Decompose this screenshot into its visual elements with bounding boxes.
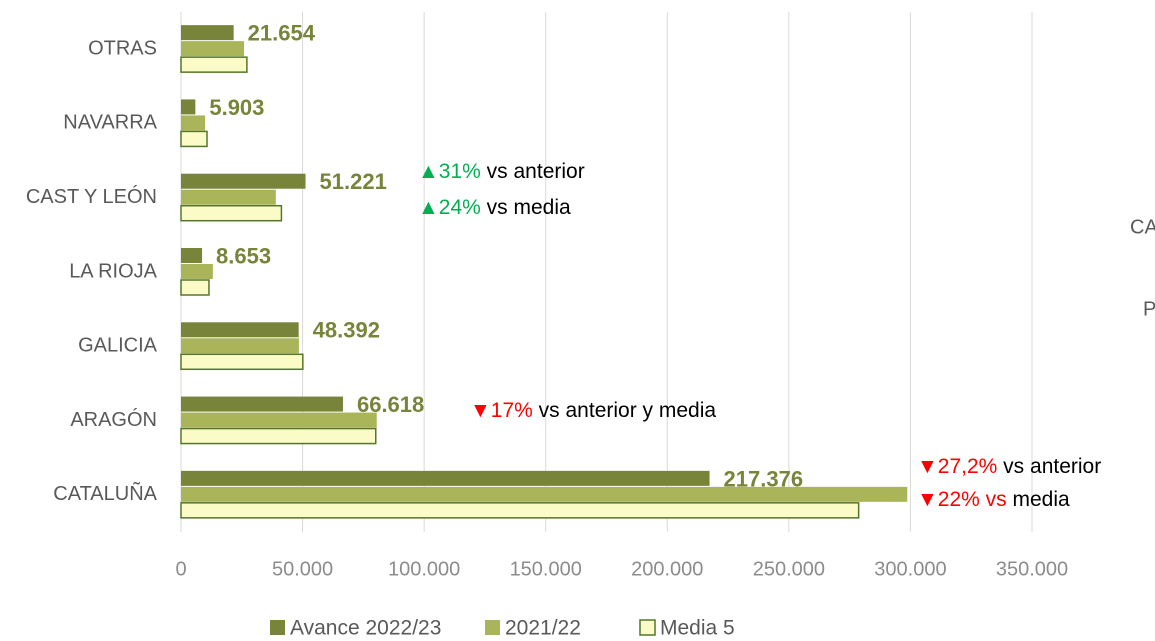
legend-swatch: [270, 620, 285, 635]
legend-label: 2021/22: [505, 617, 581, 640]
annotation-part: media: [1007, 488, 1070, 511]
x-tick-label: 350.000: [996, 558, 1068, 580]
bar: [181, 25, 234, 41]
annotation-part: vs media: [481, 196, 571, 219]
x-tick-label: 50.000: [272, 558, 333, 580]
category-label: GALICIA: [78, 335, 158, 357]
x-tick-label: 150.000: [510, 558, 582, 580]
category-label: CAST Y LEÓN: [26, 185, 157, 208]
bar: [181, 115, 206, 131]
bar: [181, 41, 244, 57]
annotation-part: vs anterior: [997, 455, 1101, 478]
annotation-part: ▼22% vs: [917, 488, 1007, 511]
annotation-part: ▼27,2%: [917, 455, 997, 478]
legend-swatch: [639, 619, 656, 636]
bar: [180, 204, 283, 222]
bar: [181, 248, 203, 263]
annotation: ▼27,2% vs anterior: [917, 455, 1101, 478]
annotation-part: ▲31%: [418, 160, 481, 183]
value-label: 21.654: [248, 21, 316, 46]
category-label: OTRAS: [88, 37, 157, 59]
bar: [181, 322, 299, 338]
bar: [181, 338, 299, 354]
annotation: ▼22% vs media: [917, 488, 1070, 511]
x-tick-label: 250.000: [753, 558, 825, 580]
annotation-part: ▲24%: [418, 196, 481, 219]
x-tick-label: 200.000: [631, 558, 703, 580]
x-tick-label: 300.000: [874, 558, 946, 580]
legend-swatch: [485, 620, 500, 635]
bar: [181, 264, 213, 279]
x-tick-label: 100.000: [388, 558, 460, 580]
value-label: 51.221: [320, 169, 387, 194]
bar: [180, 279, 210, 296]
annotation: ▼17% vs anterior y media: [470, 399, 716, 422]
value-label: 8.653: [216, 243, 271, 268]
bar: [181, 470, 710, 486]
bar: [180, 427, 377, 445]
value-label: 48.392: [313, 318, 380, 343]
legend-label: Media 5: [660, 617, 735, 640]
clipped-text: P: [1143, 298, 1155, 320]
category-label: CATALUÑA: [53, 481, 157, 505]
annotation-part: vs anterior: [481, 160, 585, 183]
annotation: ▲24% vs media: [418, 196, 571, 219]
clipped-text: CA: [1130, 216, 1155, 238]
bar: [181, 189, 276, 205]
bar: [180, 56, 248, 73]
bar: [180, 502, 860, 519]
value-label: 5.903: [209, 95, 264, 120]
bar: [180, 353, 304, 371]
annotation-part: vs anterior y media: [533, 399, 717, 422]
bar: [181, 412, 377, 428]
bar: [181, 173, 306, 189]
bar: [181, 396, 343, 412]
bar: [180, 130, 208, 148]
legend-label: Avance 2022/23: [290, 617, 441, 640]
bar: [181, 99, 196, 115]
x-tick-label: 0: [175, 558, 186, 580]
annotation-part: ▼17%: [470, 399, 533, 422]
bar: [181, 486, 908, 502]
annotation: ▲31% vs anterior: [418, 160, 585, 183]
value-label: 66.618: [357, 392, 424, 417]
category-label: LA RIOJA: [69, 260, 157, 282]
category-label: NAVARRA: [63, 112, 157, 134]
value-label: 217.376: [724, 466, 804, 491]
category-label: ARAGÓN: [70, 408, 157, 431]
